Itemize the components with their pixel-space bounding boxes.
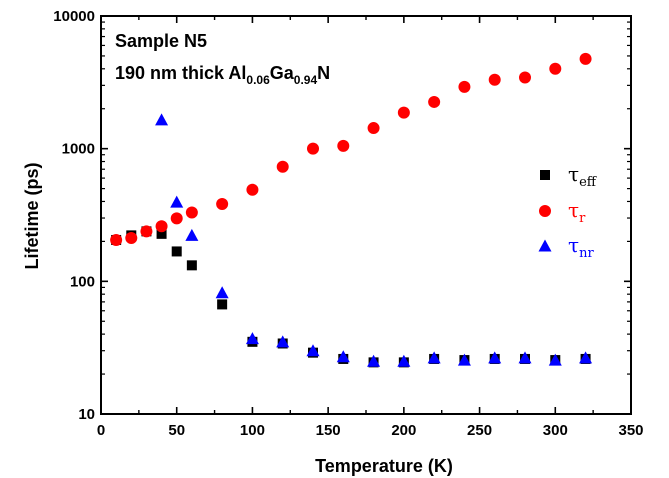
data-point-tau-eff (171, 246, 182, 257)
composition-sub-al: 0.06 (246, 73, 270, 87)
data-point-tau-eff (217, 299, 228, 310)
y-axis-title: Lifetime (ps) (22, 162, 42, 269)
x-tick-label: 350 (618, 422, 643, 439)
data-point-tau-nr (488, 351, 502, 364)
data-point-tau-r (428, 95, 441, 108)
x-axis-ticks: 0 50 100 150 200 250 300 350 (97, 16, 644, 439)
data-point-tau-nr (276, 335, 290, 348)
data-point-tau-nr (427, 351, 441, 364)
x-tick-label: 100 (240, 422, 265, 439)
y-tick-label: 10000 (53, 8, 95, 25)
data-point-tau-nr (579, 351, 593, 364)
data-point-tau-r (519, 71, 531, 84)
data-point-tau-nr (306, 344, 320, 357)
data-point-tau-r (155, 220, 168, 233)
legend-marker-tau-eff (540, 170, 550, 180)
data-point-tau-r (397, 106, 410, 119)
legend-label-tau-nr: τnr (568, 233, 594, 261)
data-point-tau-r (125, 232, 138, 245)
legend-label-base: τ (568, 198, 579, 222)
y-tick-label: 1000 (62, 141, 95, 158)
data-point-tau-nr (457, 353, 471, 366)
data-point-tau-r (216, 197, 229, 210)
data-point-tau-nr (397, 354, 411, 367)
data-point-tau-r (458, 80, 471, 93)
annotation-sample: Sample N5 (115, 31, 207, 51)
x-tick-label: 250 (467, 422, 492, 439)
x-tick-label: 50 (168, 422, 185, 439)
x-tick-label: 0 (97, 422, 105, 439)
data-point-tau-nr (170, 195, 184, 208)
data-point-tau-r (170, 212, 183, 225)
data-point-tau-eff (156, 228, 167, 239)
data-point-tau-r (579, 52, 592, 65)
data-point-tau-r (307, 142, 319, 155)
data-point-tau-nr (367, 354, 381, 367)
annotation-composition: 190 nm thick Al0.06Ga0.94N (115, 63, 330, 87)
data-point-tau-nr (336, 350, 350, 363)
x-axis-title: Temperature (K) (315, 456, 453, 476)
data-point-tau-nr (185, 228, 199, 241)
data-point-tau-r (549, 62, 562, 75)
composition-prefix: 190 nm thick Al (115, 63, 246, 83)
y-tick-label: 100 (70, 273, 95, 290)
composition-suffix: N (317, 63, 330, 83)
legend-label-base: τ (568, 233, 579, 257)
data-point-tau-nr (155, 113, 169, 126)
legend-label-base: τ (568, 162, 579, 186)
data-point-tau-r (367, 122, 380, 135)
composition-ga: Ga (270, 63, 295, 83)
data-point-tau-nr (548, 353, 562, 366)
data-point-tau-eff (186, 260, 197, 271)
data-point-tau-nr (245, 332, 259, 345)
x-tick-label: 200 (391, 422, 416, 439)
data-point-tau-r (246, 183, 259, 196)
legend-label-tau-eff: τeff (568, 162, 598, 190)
data-point-tau-r (110, 233, 123, 246)
data-point-tau-nr (215, 286, 229, 299)
y-tick-label: 10 (78, 406, 95, 423)
data-point-tau-r (185, 206, 198, 219)
legend-label-tau-r: τr (568, 198, 586, 226)
x-tick-label: 150 (316, 422, 341, 439)
data-point-tau-r (276, 160, 289, 173)
legend-label-sub: nr (579, 246, 594, 261)
legend-label-sub: eff (579, 175, 598, 190)
data-point-tau-nr (518, 351, 532, 364)
legend-label-sub: r (579, 211, 586, 226)
legend-marker-tau-nr (538, 239, 552, 252)
x-tick-label: 300 (543, 422, 568, 439)
data-point-tau-r (488, 73, 501, 86)
data-point-tau-r (140, 225, 153, 238)
y-axis-ticks: 10 100 1000 10000 (53, 8, 631, 423)
composition-sub-ga: 0.94 (294, 73, 318, 87)
legend-marker-tau-r (539, 205, 551, 217)
data-points (110, 52, 593, 368)
data-point-tau-r (337, 139, 350, 152)
